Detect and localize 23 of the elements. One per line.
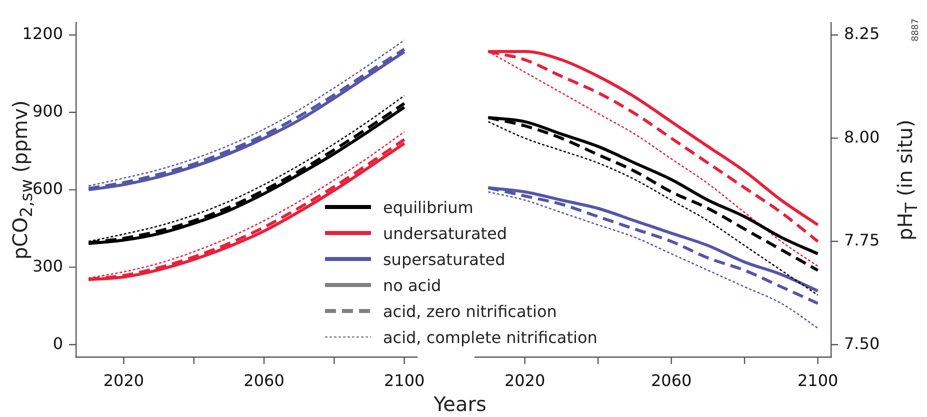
annotation: no acid bbox=[382, 276, 442, 294]
y2-tick-label: 7.50 bbox=[844, 334, 880, 353]
annotation: acid, zero nitrification bbox=[382, 302, 557, 320]
x-tick-label: 2020 bbox=[504, 370, 546, 390]
y-tick-label: 600 bbox=[32, 178, 63, 198]
legend-label: equilibrium bbox=[382, 198, 474, 216]
x-tick-label: 2100 bbox=[384, 370, 425, 390]
y-tick-label: 1200 bbox=[22, 24, 63, 44]
y-tick-label: 900 bbox=[32, 102, 63, 121]
y2-tick-label: 7.75 bbox=[844, 230, 880, 250]
text: 8887 bbox=[911, 18, 921, 42]
annotation: acid, complete nitrification bbox=[382, 328, 598, 346]
legend-label: undersaturated bbox=[382, 224, 508, 242]
y2-tick-label: 8.00 bbox=[844, 127, 880, 146]
x-tick-label: 2020 bbox=[103, 370, 144, 390]
legend-label: supersaturated bbox=[382, 250, 506, 268]
x-tick-label: 2060 bbox=[244, 370, 284, 390]
x-tick-label: 2100 bbox=[797, 370, 838, 390]
x-tick-label: 2060 bbox=[650, 370, 692, 390]
y-tick-label: 0 bbox=[52, 334, 63, 353]
x-axis-title: Years bbox=[432, 392, 488, 416]
y-tick-label: 300 bbox=[32, 256, 63, 276]
y2-tick-label: 8.25 bbox=[844, 24, 880, 44]
